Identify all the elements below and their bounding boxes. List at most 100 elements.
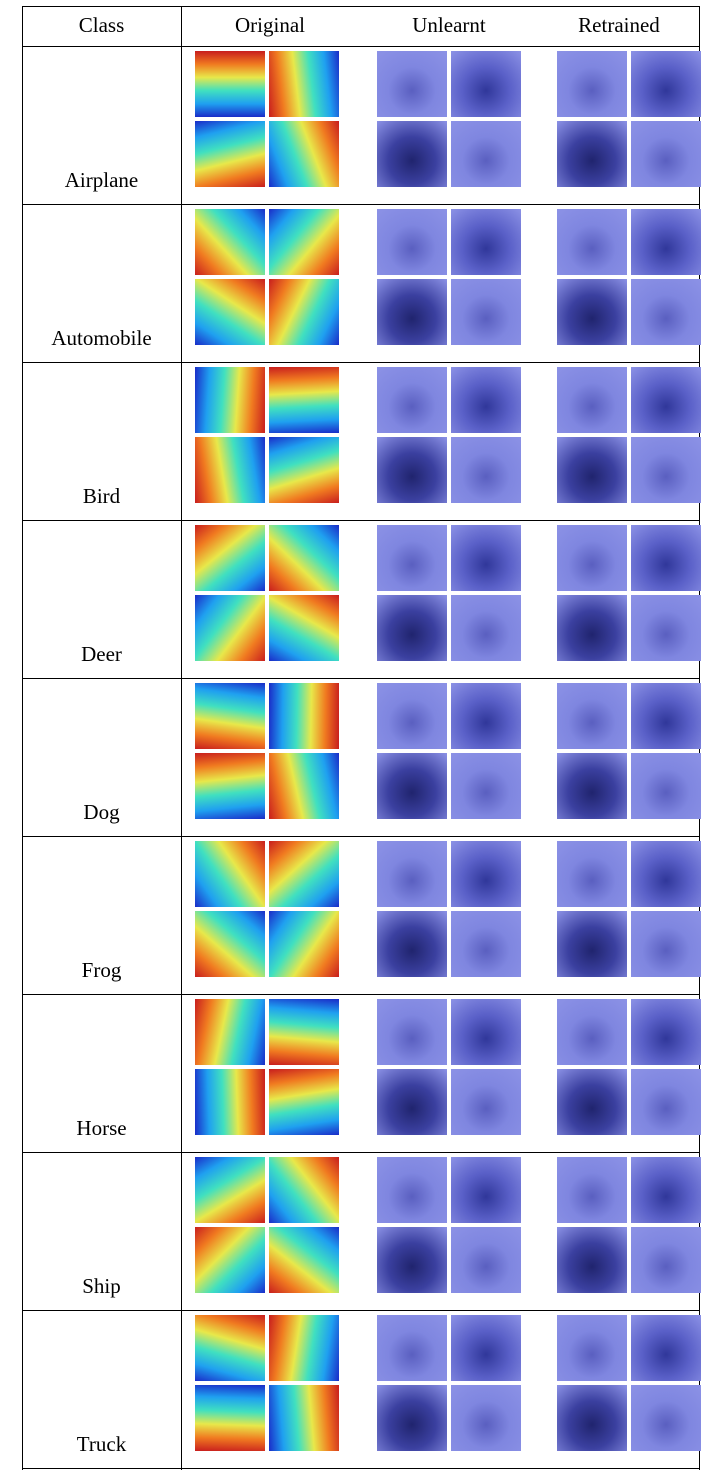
rule xyxy=(22,1152,700,1153)
thumbnail xyxy=(269,437,339,503)
thumbnail xyxy=(451,1069,521,1135)
thumbnail xyxy=(269,1315,339,1381)
thumbnail xyxy=(377,1227,447,1293)
thumbnail xyxy=(195,437,265,503)
thumbnail xyxy=(377,1385,447,1451)
thumbnail xyxy=(195,999,265,1065)
class-label: Ship xyxy=(22,1274,181,1299)
thumbnail xyxy=(451,1157,521,1223)
thumbnail xyxy=(557,121,627,187)
thumbnail xyxy=(269,911,339,977)
thumbnail xyxy=(631,525,701,591)
thumbnail xyxy=(451,841,521,907)
thumbnail xyxy=(195,1315,265,1381)
thumbnail xyxy=(377,279,447,345)
thumbnail xyxy=(195,51,265,117)
thumbnail xyxy=(451,595,521,661)
thumbnail xyxy=(631,753,701,819)
thumbnail xyxy=(195,279,265,345)
thumbnail xyxy=(557,911,627,977)
thumbnail xyxy=(269,1069,339,1135)
thumbnail xyxy=(451,209,521,275)
thumbnail xyxy=(631,683,701,749)
thumbnail xyxy=(195,683,265,749)
header-cell: Class xyxy=(22,8,181,42)
thumbnail xyxy=(451,683,521,749)
rule xyxy=(22,46,700,47)
thumbnail xyxy=(269,51,339,117)
thumbnail xyxy=(557,1315,627,1381)
thumbnail xyxy=(631,367,701,433)
thumbnail xyxy=(195,841,265,907)
thumbnail xyxy=(195,1385,265,1451)
thumbnail xyxy=(269,999,339,1065)
thumbnail xyxy=(377,683,447,749)
thumbnail xyxy=(377,841,447,907)
thumbnail xyxy=(269,367,339,433)
thumbnail xyxy=(451,121,521,187)
thumbnail xyxy=(631,595,701,661)
thumbnail xyxy=(631,999,701,1065)
thumbnail xyxy=(557,1227,627,1293)
rule xyxy=(22,678,700,679)
thumbnail xyxy=(557,279,627,345)
header-cell: Original xyxy=(181,8,359,42)
thumbnail xyxy=(377,753,447,819)
thumbnail xyxy=(195,121,265,187)
thumbnail xyxy=(557,753,627,819)
thumbnail xyxy=(195,1069,265,1135)
thumbnail xyxy=(557,525,627,591)
thumbnail xyxy=(557,367,627,433)
thumbnail xyxy=(631,1069,701,1135)
thumbnail xyxy=(631,1385,701,1451)
thumbnail xyxy=(451,911,521,977)
thumbnail xyxy=(195,753,265,819)
thumbnail xyxy=(195,209,265,275)
thumbnail xyxy=(269,121,339,187)
thumbnail xyxy=(451,279,521,345)
thumbnail xyxy=(269,1227,339,1293)
thumbnail xyxy=(377,1157,447,1223)
thumbnail xyxy=(377,1315,447,1381)
thumbnail xyxy=(195,1227,265,1293)
thumbnail xyxy=(557,437,627,503)
class-label: Airplane xyxy=(22,168,181,193)
rule xyxy=(22,994,700,995)
thumbnail xyxy=(451,999,521,1065)
thumbnail xyxy=(195,1157,265,1223)
thumbnail xyxy=(451,367,521,433)
thumbnail xyxy=(269,525,339,591)
thumbnail xyxy=(631,841,701,907)
thumbnail xyxy=(557,51,627,117)
thumbnail xyxy=(631,279,701,345)
class-label: Deer xyxy=(22,642,181,667)
thumbnail xyxy=(631,209,701,275)
rule xyxy=(22,836,700,837)
thumbnail xyxy=(377,121,447,187)
thumbnail xyxy=(631,911,701,977)
thumbnail xyxy=(451,1385,521,1451)
thumbnail xyxy=(377,437,447,503)
thumbnail xyxy=(269,595,339,661)
rule xyxy=(22,1310,700,1311)
thumbnail xyxy=(557,209,627,275)
thumbnail xyxy=(557,999,627,1065)
thumbnail xyxy=(269,279,339,345)
thumbnail xyxy=(269,683,339,749)
rule xyxy=(181,6,182,1470)
rule xyxy=(22,6,700,7)
thumbnail xyxy=(451,51,521,117)
header-cell: Unlearnt xyxy=(359,8,539,42)
header-cell: Retrained xyxy=(539,8,699,42)
class-label: Bird xyxy=(22,484,181,509)
thumbnail xyxy=(195,911,265,977)
thumbnail xyxy=(377,367,447,433)
thumbnail xyxy=(195,367,265,433)
thumbnail xyxy=(631,1157,701,1223)
thumbnail xyxy=(631,437,701,503)
thumbnail xyxy=(269,753,339,819)
thumbnail xyxy=(557,841,627,907)
thumbnail xyxy=(557,1157,627,1223)
thumbnail xyxy=(451,1315,521,1381)
rule xyxy=(22,6,23,1470)
